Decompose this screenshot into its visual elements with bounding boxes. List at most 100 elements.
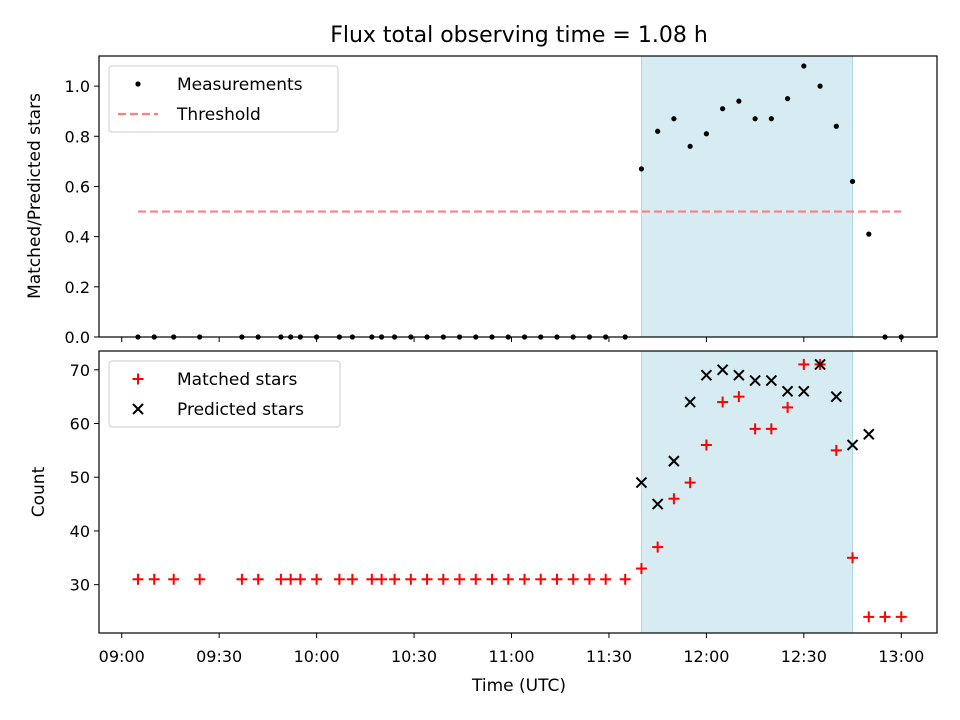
top-plot-frame: [98, 55, 938, 338]
matched-star-point: [600, 573, 612, 585]
matched-star-point: [668, 493, 680, 505]
matched-star-point: [194, 573, 206, 585]
measurement-point: [671, 116, 677, 122]
legend-label: Predicted stars: [177, 400, 304, 420]
measurement-point: [687, 143, 693, 149]
legend-matched-swatch: [132, 373, 144, 385]
bottom-y-tick-label: 50: [70, 468, 90, 487]
top-legend-box: [108, 65, 339, 133]
matched-star-point: [285, 573, 297, 585]
matched-star-point: [168, 573, 180, 585]
measurement-point: [720, 106, 726, 112]
top-y-tick-label: 0.4: [65, 228, 90, 247]
matched-star-point: [518, 573, 530, 585]
chart-title: Flux total observing time = 1.08 h: [330, 23, 708, 48]
predicted-star-point: [814, 358, 826, 371]
top-highlight-span: [640, 55, 854, 338]
predicted-star-point: [846, 439, 859, 451]
measurement-point: [703, 131, 709, 137]
measurement-point: [655, 128, 661, 134]
matched-star-point: [782, 401, 794, 413]
legend-label: Matched stars: [177, 370, 297, 390]
measurement-point: [784, 96, 791, 102]
bottom-legend: Matched stars Predicted stars: [108, 360, 341, 428]
top-y-tick-label: 1.0: [65, 77, 90, 96]
bottom-y-axis-label: Count: [29, 466, 49, 517]
matched-star-point: [619, 573, 631, 585]
legend-label: Measurements: [177, 75, 303, 95]
matched-star-point: [684, 477, 696, 489]
bottom-y-tick-label: 30: [70, 576, 90, 595]
matched-star-point: [389, 573, 401, 585]
x-tick-label: 09:00: [99, 647, 145, 666]
matched-star-point: [717, 396, 729, 408]
predicted-star-point: [830, 390, 843, 403]
matched-star-point: [700, 439, 712, 451]
predicted-star-point: [668, 455, 680, 467]
legend-label: Threshold: [176, 105, 261, 125]
x-tick-label: 11:30: [586, 647, 632, 666]
measurement-point: [736, 98, 742, 104]
x-tick-label: 12:00: [683, 647, 729, 666]
x-tick-label: 10:00: [294, 647, 340, 666]
top-legend: Measurements Threshold: [108, 65, 339, 133]
top-y-tick-label: 0.6: [65, 177, 90, 196]
bottom-axes: 30 40 50 60 70 09:00 09:30 10:00 10:30 11:00 11:30…: [70, 350, 938, 666]
top-y-tick-label: 0.2: [65, 278, 90, 297]
x-tick-label: 13:00: [878, 647, 924, 666]
bottom-y-tick-label: 60: [70, 415, 90, 434]
matched-star-point: [863, 611, 875, 623]
matched-star-point: [421, 573, 433, 585]
matched-star-point: [294, 573, 306, 585]
matched-star-point: [252, 573, 264, 585]
matched-star-point: [275, 573, 287, 585]
top-y-tick-label: 0.0: [65, 328, 90, 347]
legend-predicted-swatch: [132, 403, 144, 415]
matched-star-point: [333, 573, 345, 585]
matched-star-point: [765, 423, 777, 435]
bottom-y-tick-label: 70: [70, 361, 90, 380]
predicted-star-point: [798, 385, 810, 397]
measurement-point: [752, 116, 758, 122]
matched-star-point: [454, 573, 466, 585]
predicted-star-point: [635, 476, 648, 489]
matched-star-point: [405, 573, 417, 585]
predicted-star-point: [749, 374, 761, 387]
matched-star-point: [749, 423, 761, 435]
matched-star-point: [437, 573, 449, 585]
top-axes: 0.0 0.2 0.4 0.6 0.8 1.0 Measurements Threshold: [65, 55, 938, 347]
matched-star-point: [132, 573, 144, 585]
matched-star-point: [583, 573, 595, 585]
matched-star-point: [830, 444, 842, 456]
measurement-point: [833, 123, 839, 129]
measurement-point: [801, 63, 807, 69]
predicted-star-point: [863, 428, 875, 440]
matched-star-point: [733, 391, 745, 403]
matched-star-point: [567, 573, 579, 585]
matched-star-point: [376, 573, 388, 585]
matched-star-point: [895, 611, 907, 623]
predicted-star-point: [781, 385, 794, 397]
measurement-point: [817, 83, 823, 89]
predicted-star-point: [716, 364, 729, 376]
matched-star-point: [346, 573, 358, 585]
matched-star-point: [635, 563, 647, 575]
matched-star-point: [311, 573, 323, 585]
matched-star-point: [798, 358, 810, 370]
top-y-tick-label: 0.8: [65, 127, 90, 146]
bottom-plot-frame: [98, 350, 938, 634]
matched-star-point: [470, 573, 482, 585]
matched-star-point: [551, 573, 563, 585]
matched-star-point: [847, 552, 859, 564]
matched-star-point: [148, 573, 160, 585]
measurement-point: [849, 178, 856, 185]
matched-star-point: [535, 573, 547, 585]
predicted-star-point: [684, 396, 696, 408]
predicted-star-point: [651, 498, 664, 510]
x-tick-label: 09:30: [196, 647, 242, 666]
predicted-star-point: [733, 369, 745, 381]
bottom-highlight-span: [640, 350, 854, 634]
x-tick-label: 11:00: [488, 647, 534, 666]
top-y-axis-label: Matched/Predicted stars: [25, 93, 45, 299]
